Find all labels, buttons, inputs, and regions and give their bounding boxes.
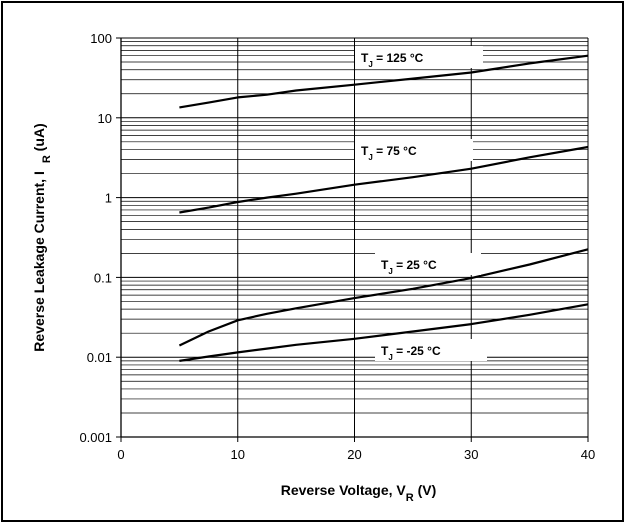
y-axis-label-main: Reverse Leakage Current, I xyxy=(31,171,47,352)
series-2: TJ = 25 °C xyxy=(178,248,589,347)
y-tick-label: 10 xyxy=(98,111,112,126)
y-axis-label-unit: (uA) xyxy=(31,123,47,155)
series-label-box xyxy=(355,139,473,161)
series-label-rest: = 75 °C xyxy=(373,144,417,158)
y-axis-label-subscript: R xyxy=(41,155,53,163)
series-label-rest: = -25 °C xyxy=(393,344,441,358)
chart-svg: 0 10 20 30 40 100 10 1 0.1 0.01 0.001 Reverse Volta… xyxy=(31,31,595,504)
series-line xyxy=(178,248,589,347)
x-axis-label-subscript: R xyxy=(406,492,414,504)
series-label: TJ = 25 °C xyxy=(381,258,437,276)
y-tick-label: 0.001 xyxy=(79,430,112,445)
series-label-main: T xyxy=(381,344,389,358)
y-tick-label: 100 xyxy=(90,31,112,46)
x-tick-label: 10 xyxy=(231,447,245,462)
series-label-box xyxy=(375,253,481,275)
series-label-box xyxy=(375,339,487,361)
x-tick-label: 20 xyxy=(347,447,361,462)
grid xyxy=(120,37,589,438)
chart-frame: 0 10 20 30 40 100 10 1 0.1 0.01 0.001 Reverse Volta… xyxy=(1,1,624,522)
y-tick-label: 0.1 xyxy=(94,270,112,285)
series-label-box xyxy=(355,46,483,68)
x-tick-label: 30 xyxy=(464,447,478,462)
series-label-main: T xyxy=(381,258,389,272)
series-label-subscript: J xyxy=(388,267,392,276)
series-1: TJ = 75 °C xyxy=(179,139,589,214)
series-label-main: T xyxy=(361,144,369,158)
series-label: TJ = -25 °C xyxy=(381,344,441,362)
series-line xyxy=(179,145,589,214)
series-label: TJ = 125 °C xyxy=(361,51,424,69)
series-line xyxy=(179,54,589,109)
y-tick-label: 1 xyxy=(105,191,112,206)
series-3: TJ = -25 °C xyxy=(179,303,589,362)
series-0: TJ = 125 °C xyxy=(179,46,589,109)
series-line xyxy=(179,303,589,362)
series-label-main: T xyxy=(361,51,369,65)
x-axis-label: Reverse Voltage, VR (V) xyxy=(281,482,437,504)
series-label-subscript: J xyxy=(368,60,372,69)
x-axis-label-main: Reverse Voltage, V xyxy=(281,482,407,498)
series-label-rest: = 25 °C xyxy=(393,258,437,272)
series-label-subscript: J xyxy=(368,153,372,162)
x-tick-label: 0 xyxy=(117,447,124,462)
x-axis-label-unit: (V) xyxy=(414,482,437,498)
series-label: TJ = 75 °C xyxy=(361,144,417,162)
y-tick-label: 0.01 xyxy=(87,350,112,365)
series-label-subscript: J xyxy=(388,353,392,362)
series-label-rest: = 125 °C xyxy=(373,51,424,65)
y-axis-label: Reverse Leakage Current, I R (uA) xyxy=(31,123,53,351)
x-tick-label: 40 xyxy=(581,447,595,462)
